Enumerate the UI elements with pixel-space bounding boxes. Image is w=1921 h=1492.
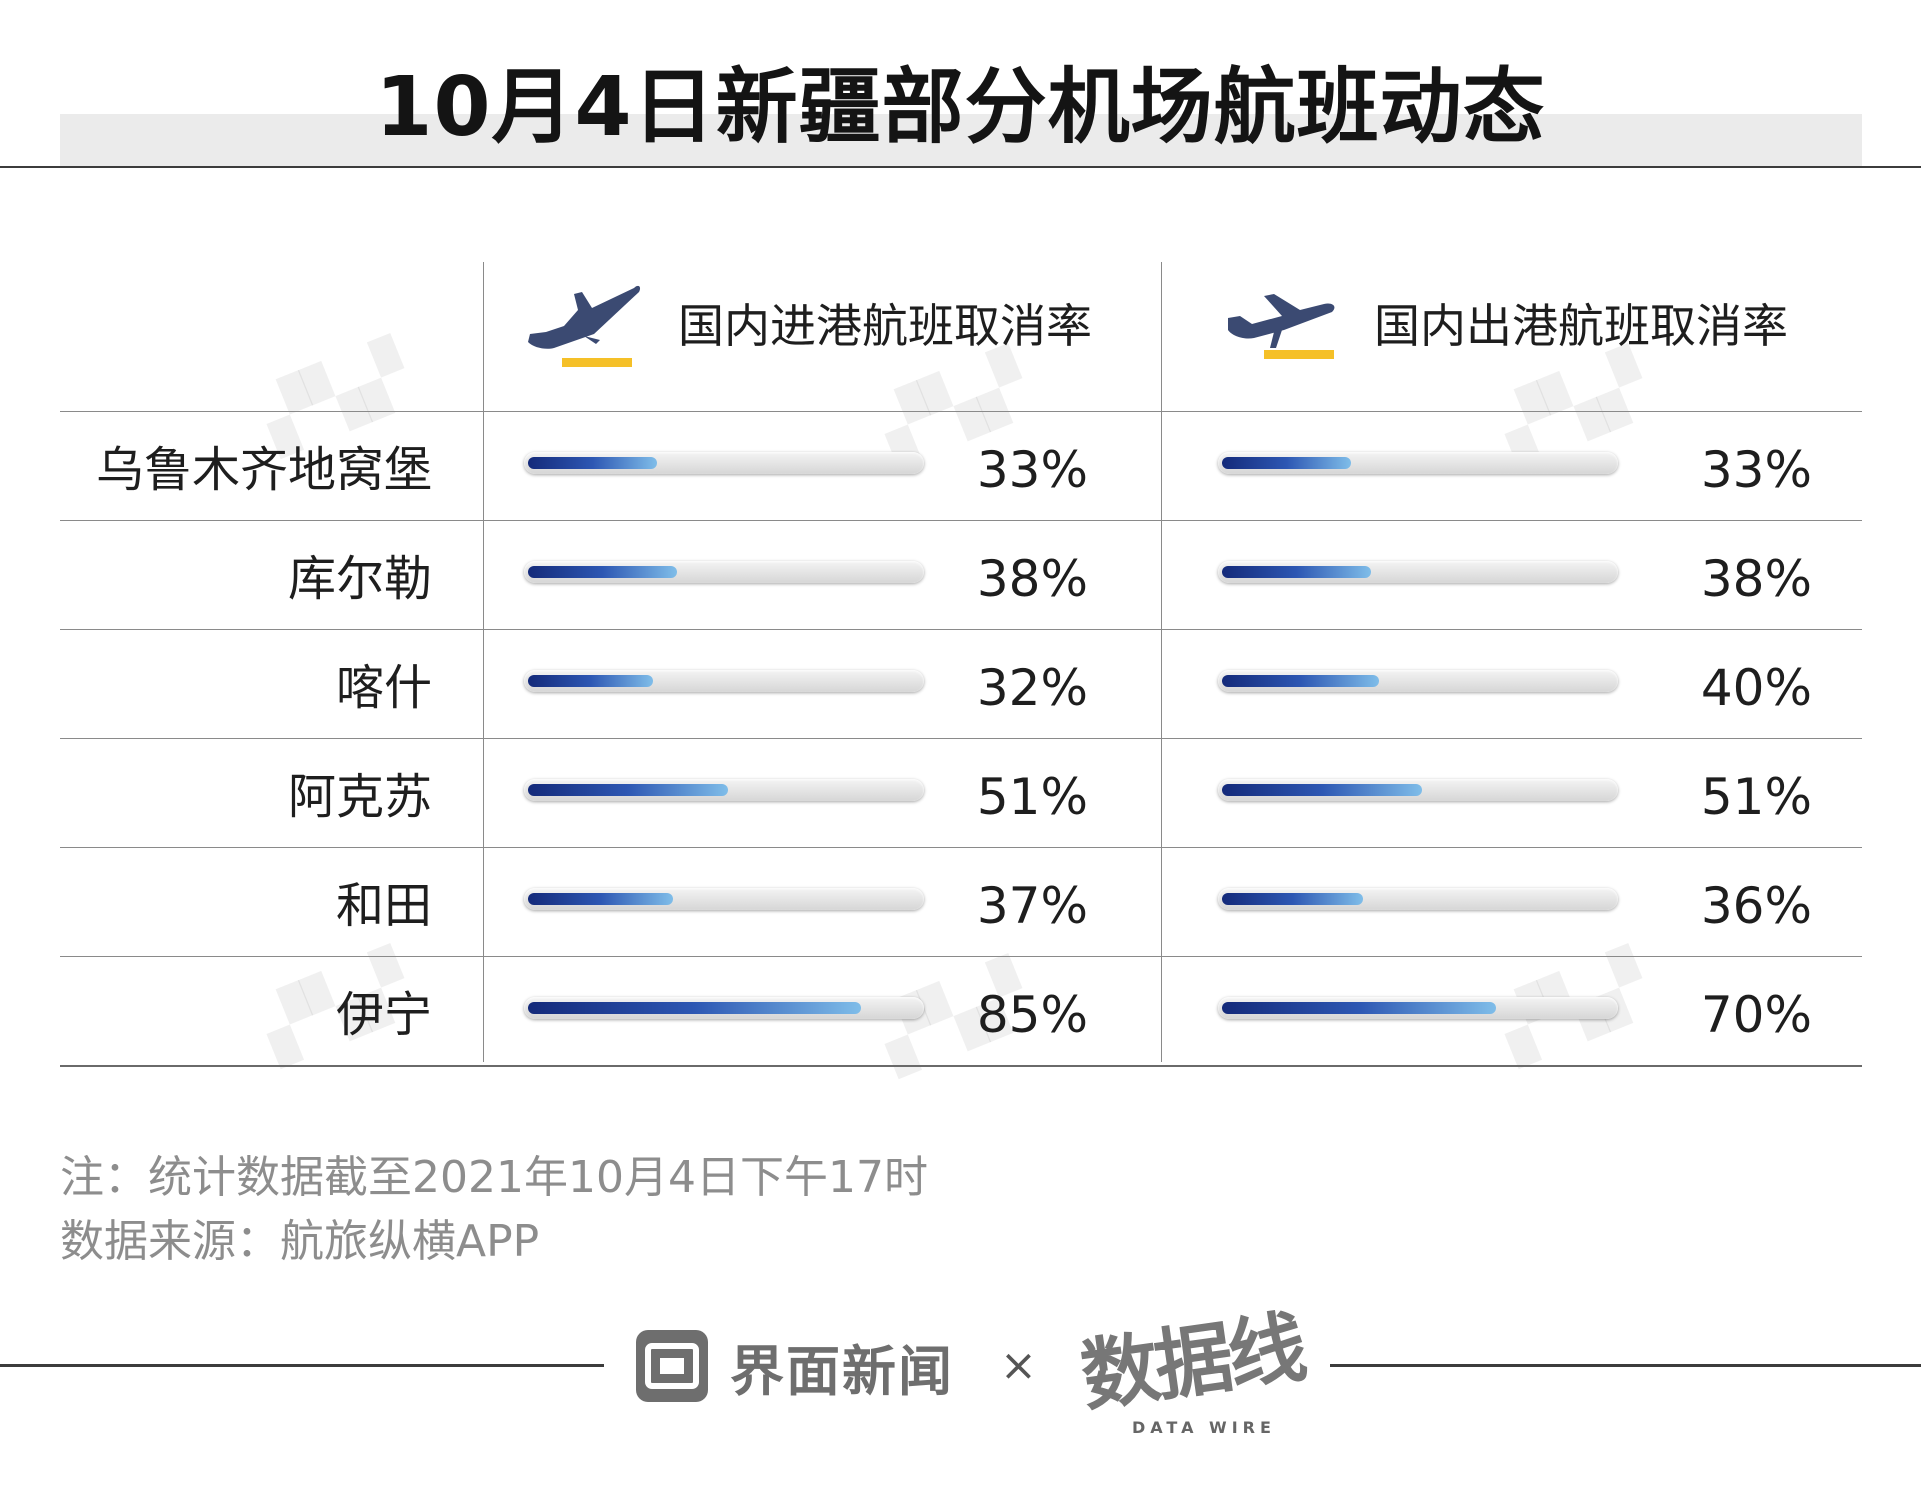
row-divider: [60, 411, 1862, 412]
bar-fill: [528, 1001, 861, 1014]
row-divider: [60, 738, 1862, 739]
column-label: 国内出港航班取消率: [1374, 299, 1788, 353]
bar-fill: [1222, 674, 1379, 687]
bar-track: [524, 560, 924, 583]
percent-label: 40%: [1700, 658, 1812, 717]
row-divider: [60, 629, 1862, 630]
column-label: 国内进港航班取消率: [678, 299, 1092, 353]
title-band: [60, 114, 1862, 166]
footer-rule-right: [1330, 1364, 1921, 1367]
bar-fill: [528, 456, 657, 469]
brand-left-name: 界面新闻: [730, 1339, 954, 1403]
row-divider: [60, 847, 1862, 848]
bar-track: [1218, 996, 1618, 1019]
bar-track: [524, 669, 924, 692]
bar-track: [1218, 778, 1618, 801]
bar-track: [524, 778, 924, 801]
bar-fill: [1222, 892, 1363, 905]
city-label: 阿克苏: [287, 768, 432, 825]
brand-jiemian: 界面新闻: [636, 1330, 954, 1403]
percent-label: 33%: [1700, 440, 1812, 499]
bar-fill: [528, 783, 728, 796]
brand-right-name: 数据线: [1075, 1302, 1309, 1423]
brand-right-sub: DATA WIRE: [1132, 1418, 1276, 1437]
percent-label: 51%: [976, 767, 1088, 826]
percent-label: 85%: [976, 985, 1088, 1044]
bar-track: [1218, 887, 1618, 910]
bar-track: [524, 887, 924, 910]
times-sign: ×: [1000, 1340, 1037, 1391]
source-text: 数据来源：航旅纵横APP: [60, 1216, 540, 1267]
city-label: 伊宁: [335, 986, 432, 1043]
bar-fill: [1222, 565, 1371, 578]
city-label: 乌鲁木齐地窝堡: [95, 441, 432, 498]
bar-fill: [528, 892, 673, 905]
percent-label: 33%: [976, 440, 1088, 499]
percent-label: 51%: [1700, 767, 1812, 826]
column-header-departures: 国内出港航班取消率: [1220, 258, 1788, 388]
percent-label: 38%: [976, 549, 1088, 608]
city-label: 和田: [335, 877, 432, 934]
brand-datawire: 数据线 DATA WIRE: [1076, 1300, 1308, 1440]
percent-label: 36%: [1700, 876, 1812, 935]
percent-label: 32%: [976, 658, 1088, 717]
percent-label: 70%: [1700, 985, 1812, 1044]
column-divider: [1161, 262, 1162, 1062]
jiemian-logo-icon: [636, 1330, 708, 1402]
percent-label: 37%: [976, 876, 1088, 935]
bar-track: [524, 451, 924, 474]
bar-fill: [1222, 1001, 1496, 1014]
bar-fill: [1222, 456, 1351, 469]
row-divider: [60, 520, 1862, 521]
column-divider: [483, 262, 484, 1062]
bar-track: [1218, 669, 1618, 692]
bar-track: [524, 996, 924, 1019]
column-header-arrivals: 国内进港航班取消率: [524, 258, 1092, 388]
bar-track: [1218, 451, 1618, 474]
plane-departure-icon: [1228, 294, 1335, 359]
city-label: 喀什: [335, 659, 432, 716]
footer-rule-left: [0, 1364, 604, 1367]
row-divider: [60, 1065, 1862, 1067]
city-label: 库尔勒: [287, 550, 432, 607]
percent-label: 38%: [1700, 549, 1812, 608]
plane-landing-icon: [528, 285, 641, 367]
bar-fill: [1222, 783, 1422, 796]
bar-fill: [528, 565, 677, 578]
bar-fill: [528, 674, 653, 687]
row-divider: [60, 956, 1862, 957]
bar-track: [1218, 560, 1618, 583]
note-text: 注：统计数据截至2021年10月4日下午17时: [60, 1152, 928, 1203]
title-rule: [0, 166, 1921, 168]
page-title: 10月4日新疆部分机场航班动态: [375, 60, 1546, 155]
